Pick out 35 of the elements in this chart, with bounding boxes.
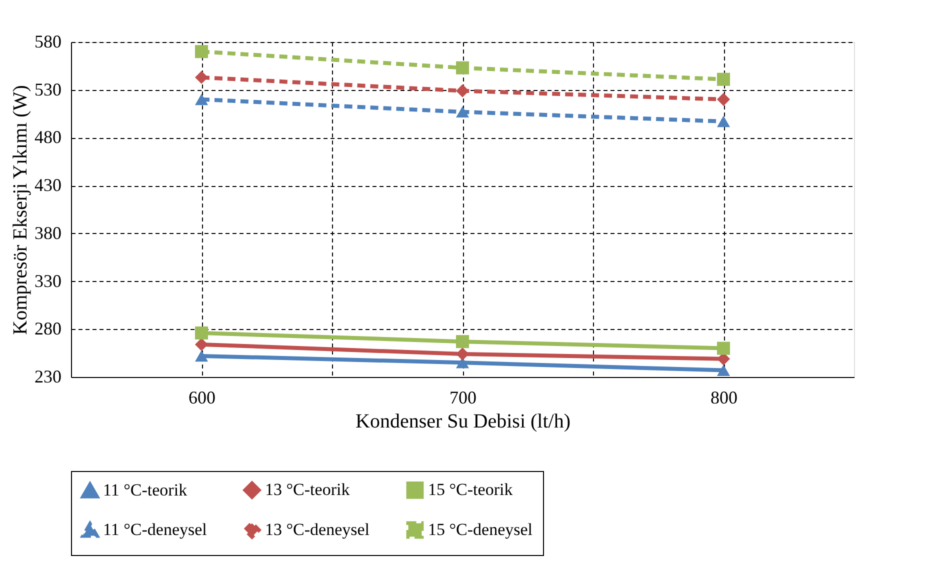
point bbox=[716, 72, 730, 86]
legend-label: 15 °C-teorik bbox=[428, 480, 514, 500]
point bbox=[456, 84, 470, 98]
point bbox=[716, 92, 730, 106]
point bbox=[194, 45, 208, 58]
legend-label: 13 °C-deneysel bbox=[265, 520, 370, 539]
point bbox=[194, 338, 208, 351]
y-tick-label: 580 bbox=[34, 32, 62, 52]
y-tick-label: 530 bbox=[34, 79, 62, 100]
y-axis-title: Kompresör Ekserji Yıkımı (W) bbox=[10, 85, 32, 335]
y-tick-label: 480 bbox=[34, 127, 62, 148]
x-axis-title: Kondenser Su Debisi (lt/h) bbox=[356, 410, 570, 432]
legend-label: 15 °C-deneysel bbox=[428, 520, 533, 539]
point bbox=[716, 364, 730, 376]
point bbox=[456, 335, 470, 348]
legend-label: 11 °C-deneysel bbox=[103, 520, 208, 539]
point bbox=[194, 94, 208, 106]
y-tick-label: 380 bbox=[34, 222, 62, 243]
y-tick-label: 230 bbox=[34, 366, 62, 386]
point bbox=[716, 116, 730, 128]
point bbox=[194, 350, 208, 362]
point bbox=[456, 61, 470, 74]
point bbox=[716, 342, 730, 355]
point bbox=[456, 348, 470, 361]
x-tick-label: 800 bbox=[710, 388, 738, 408]
point bbox=[194, 326, 208, 340]
legend-label: 11 °C-teorik bbox=[103, 480, 188, 500]
y-tick-label: 280 bbox=[34, 318, 62, 339]
x-tick-label: 600 bbox=[188, 388, 216, 408]
x-tick-label: 700 bbox=[450, 388, 476, 408]
y-tick-label: 330 bbox=[34, 270, 62, 291]
point bbox=[456, 106, 470, 118]
y-tick-label: 430 bbox=[34, 175, 62, 196]
point bbox=[194, 70, 208, 84]
legend-label: 13 °C-teorik bbox=[265, 480, 350, 500]
